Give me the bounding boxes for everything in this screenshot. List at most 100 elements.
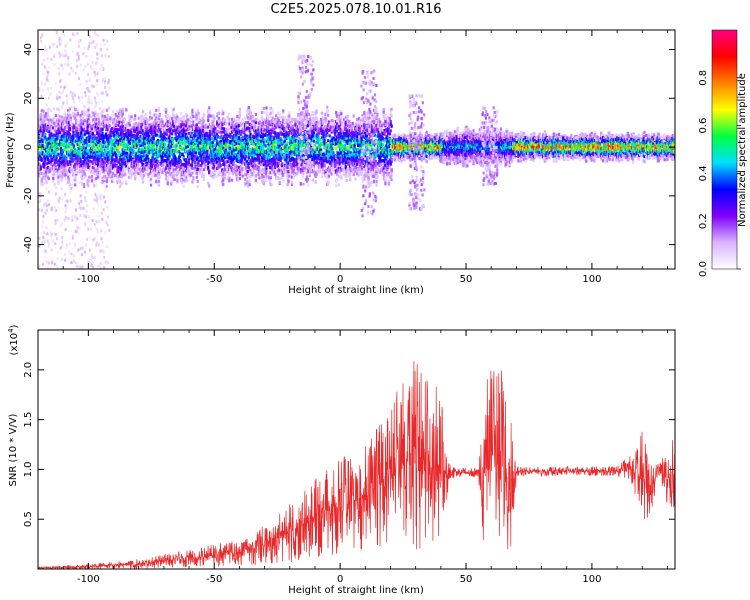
- spectrogram-cell: [161, 120, 164, 124]
- spectrogram-cell: [165, 132, 168, 136]
- spectrogram-cell: [106, 215, 109, 219]
- spectrogram-cell: [116, 181, 119, 185]
- spectrogram-cell: [80, 265, 83, 269]
- spectrogram-cell: [91, 84, 94, 88]
- spectrogram-cell: [43, 48, 46, 52]
- spectrogram-cell: [70, 66, 73, 70]
- spectrogram-cell: [87, 214, 90, 218]
- spectrogram-cell: [49, 92, 52, 96]
- spectrogram-cell: [85, 190, 88, 194]
- spectrogram-cell: [55, 30, 58, 34]
- spectrogram-cell: [208, 184, 211, 188]
- spectrogram-cell: [178, 125, 181, 129]
- spectrogram-cell: [107, 172, 110, 176]
- spectrogram-cell: [66, 125, 69, 129]
- spectrogram-cell: [58, 135, 61, 139]
- spectrogram-cell: [143, 150, 146, 154]
- spectrogram-cell: [180, 177, 183, 181]
- spectrogram-cell: [146, 156, 149, 160]
- spectrogram-cell: [121, 173, 124, 177]
- spectrogram-cell: [166, 113, 169, 117]
- spectrogram-cell: [133, 137, 136, 141]
- spectrogram-cell: [139, 143, 142, 147]
- spectrogram-cell: [104, 54, 107, 58]
- spectrogram-cell: [58, 196, 61, 200]
- spectrogram-cell: [52, 170, 56, 174]
- spectrogram-cell: [56, 129, 59, 133]
- spectrogram-cell: [96, 147, 99, 151]
- spectrogram-cell: [106, 205, 109, 209]
- spectrogram-cell: [90, 127, 94, 131]
- spectrogram-cell: [114, 112, 117, 116]
- spectrogram-cell: [40, 224, 43, 228]
- spectrogram-cell: [64, 146, 67, 150]
- spectrogram-cell: [53, 141, 57, 145]
- spectrogram-cell: [67, 175, 70, 179]
- spectrogram-cell: [54, 221, 57, 225]
- spectrogram-cell: [61, 89, 64, 93]
- spectrogram-cell: [74, 153, 77, 157]
- spectrogram-cell: [106, 47, 109, 51]
- spectrogram-cell: [135, 144, 139, 148]
- spectrogram-cell: [63, 137, 66, 141]
- spectrogram-cell: [65, 207, 68, 211]
- spectrogram-cell: [49, 231, 52, 235]
- spectrogram-cell: [156, 163, 160, 167]
- spectrogram-cell: [103, 117, 106, 121]
- spectrogram-cell: [46, 129, 50, 133]
- spectrogram-cell: [242, 167, 245, 171]
- spectrogram-cell: [82, 162, 86, 166]
- spectrogram-cell: [97, 175, 100, 179]
- spectrogram-cell: [95, 220, 98, 224]
- spectrogram-cell: [128, 141, 131, 145]
- spectrogram-cell: [58, 163, 61, 167]
- spectrogram-cell: [159, 162, 162, 166]
- spectrogram-cell: [84, 174, 87, 178]
- spectrogram-cell: [84, 222, 87, 226]
- spectrogram-cell: [153, 148, 156, 152]
- spectrogram-cell: [157, 172, 161, 176]
- spectrogram-cell: [112, 143, 115, 147]
- spectrogram-cell: [49, 121, 52, 125]
- spectrogram-cell: [197, 115, 200, 119]
- spectrogram-cell: [76, 217, 79, 221]
- spectrogram-cell: [60, 143, 63, 147]
- spectrogram-cell: [175, 173, 178, 177]
- spectrogram-cell: [143, 136, 146, 140]
- spectrogram-cell: [98, 220, 101, 224]
- spectrogram-cell: [59, 169, 62, 173]
- spectrogram-cell: [220, 134, 223, 138]
- spectrogram-cell: [93, 129, 96, 133]
- spectrogram-cell: [70, 105, 73, 109]
- spectrogram-cell: [43, 142, 46, 146]
- spectrogram-cell: [47, 79, 50, 83]
- spectrogram-cell: [89, 150, 93, 154]
- spectrogram-cell: [105, 123, 109, 127]
- spectrogram-cell: [108, 228, 111, 232]
- spectrogram-cell: [86, 237, 89, 241]
- spectrogram-cell: [47, 154, 50, 158]
- spectrogram-cell: [170, 145, 173, 149]
- spectrogram-cell: [109, 116, 112, 120]
- spectrogram-cell: [101, 79, 104, 83]
- spectrogram-cell: [96, 57, 99, 61]
- spectrogram-cell: [65, 142, 68, 146]
- spectrogram-cell: [238, 118, 241, 122]
- spectrogram-cell: [228, 112, 231, 116]
- spectrogram-cell: [65, 106, 68, 110]
- spectrogram-cell: [192, 120, 195, 124]
- spectrogram-cell: [90, 175, 94, 179]
- spectrogram-cell: [105, 220, 108, 224]
- spectrogram-cell: [208, 109, 211, 113]
- spectrogram-cell: [85, 109, 88, 113]
- spectrogram-cell: [149, 177, 153, 181]
- spectrogram-cell: [213, 116, 216, 120]
- spectrogram-cell: [171, 138, 175, 142]
- spectrogram-cell: [60, 137, 64, 141]
- spectrogram-cell: [173, 178, 176, 182]
- spectrogram-cell: [110, 153, 113, 157]
- spectrogram-cell: [74, 165, 77, 169]
- spectrogram-cell: [60, 39, 63, 43]
- spectrogram-cell: [94, 46, 97, 50]
- spectrogram-cell: [85, 163, 88, 167]
